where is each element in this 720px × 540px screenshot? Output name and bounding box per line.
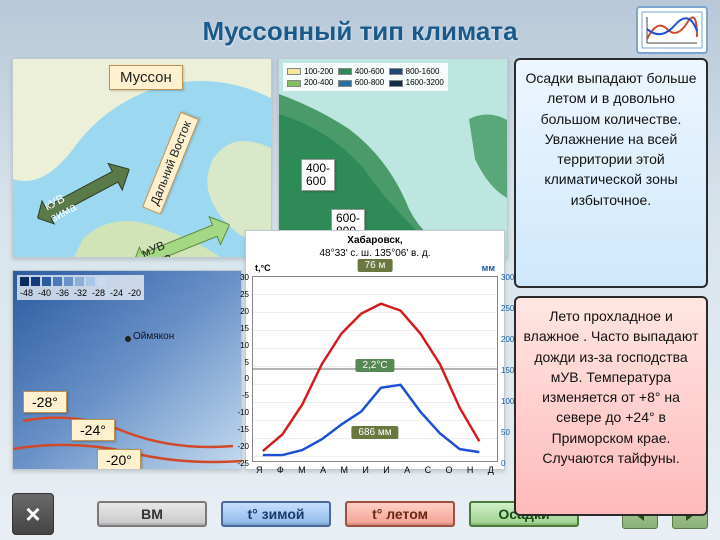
mm-axis: 300250200150100500 (499, 277, 515, 461)
map-c-svg (13, 271, 242, 470)
precip-textbox: Осадки выпадают больше летом и в довольн… (514, 58, 708, 288)
slide-root: Муссонный тип климата Муссон Дальний Вос… (0, 0, 720, 540)
t-annual-badge: 2,2°C (355, 359, 394, 372)
page-title: Муссонный тип климата (12, 16, 708, 47)
t-summer-button[interactable]: t° летом (345, 501, 455, 527)
map-precip: 100-200 400-600 800-1600 200-400 600-800… (278, 58, 508, 258)
vm-button[interactable]: ВМ (97, 501, 207, 527)
precip-annual-badge: 686 мм (351, 426, 398, 439)
klimatogram-panel: Хабаровск, 48°33' с. ш. 135°06' в. д. 76… (245, 230, 505, 470)
altitude-badge: 76 м (358, 259, 393, 272)
musson-label: Муссон (109, 65, 183, 90)
legend-precip: 100-200 400-600 800-1600 200-400 600-800… (283, 63, 448, 91)
temp-callout-28: -28° (23, 391, 67, 413)
precip-callout-400: 400- 600 (301, 159, 335, 191)
chart-logo-icon (641, 11, 703, 49)
t-winter-button[interactable]: t° зимой (221, 501, 331, 527)
klimatogram-chart: t,°C мм 302520151050-5-10-15-20-25 30025… (252, 276, 498, 462)
temp-callout-24: -24° (71, 419, 115, 441)
legend-temp: -48 -40 -36 -32 -28 -24 -20 (17, 275, 144, 300)
map-winter-temp: -48 -40 -36 -32 -28 -24 -20 Оймякон -28°… (12, 270, 242, 470)
temp-callout-20: -20° (97, 449, 141, 470)
station-name: Хабаровск, 48°33' с. ш. 135°06' в. д. (246, 231, 504, 260)
map-monsoon: Муссон Дальний Восток кУВ зима мУВ лето (12, 58, 272, 258)
months-axis: ЯФМАМИИАСОНД (246, 464, 504, 479)
summer-textbox: Лето прохладное и влажное . Часто выпада… (514, 296, 708, 516)
t-axis: 302520151050-5-10-15-20-25 (235, 277, 251, 461)
place-label: Оймякон (133, 331, 174, 342)
logo-frame (636, 6, 708, 54)
close-button[interactable]: × (12, 493, 54, 535)
